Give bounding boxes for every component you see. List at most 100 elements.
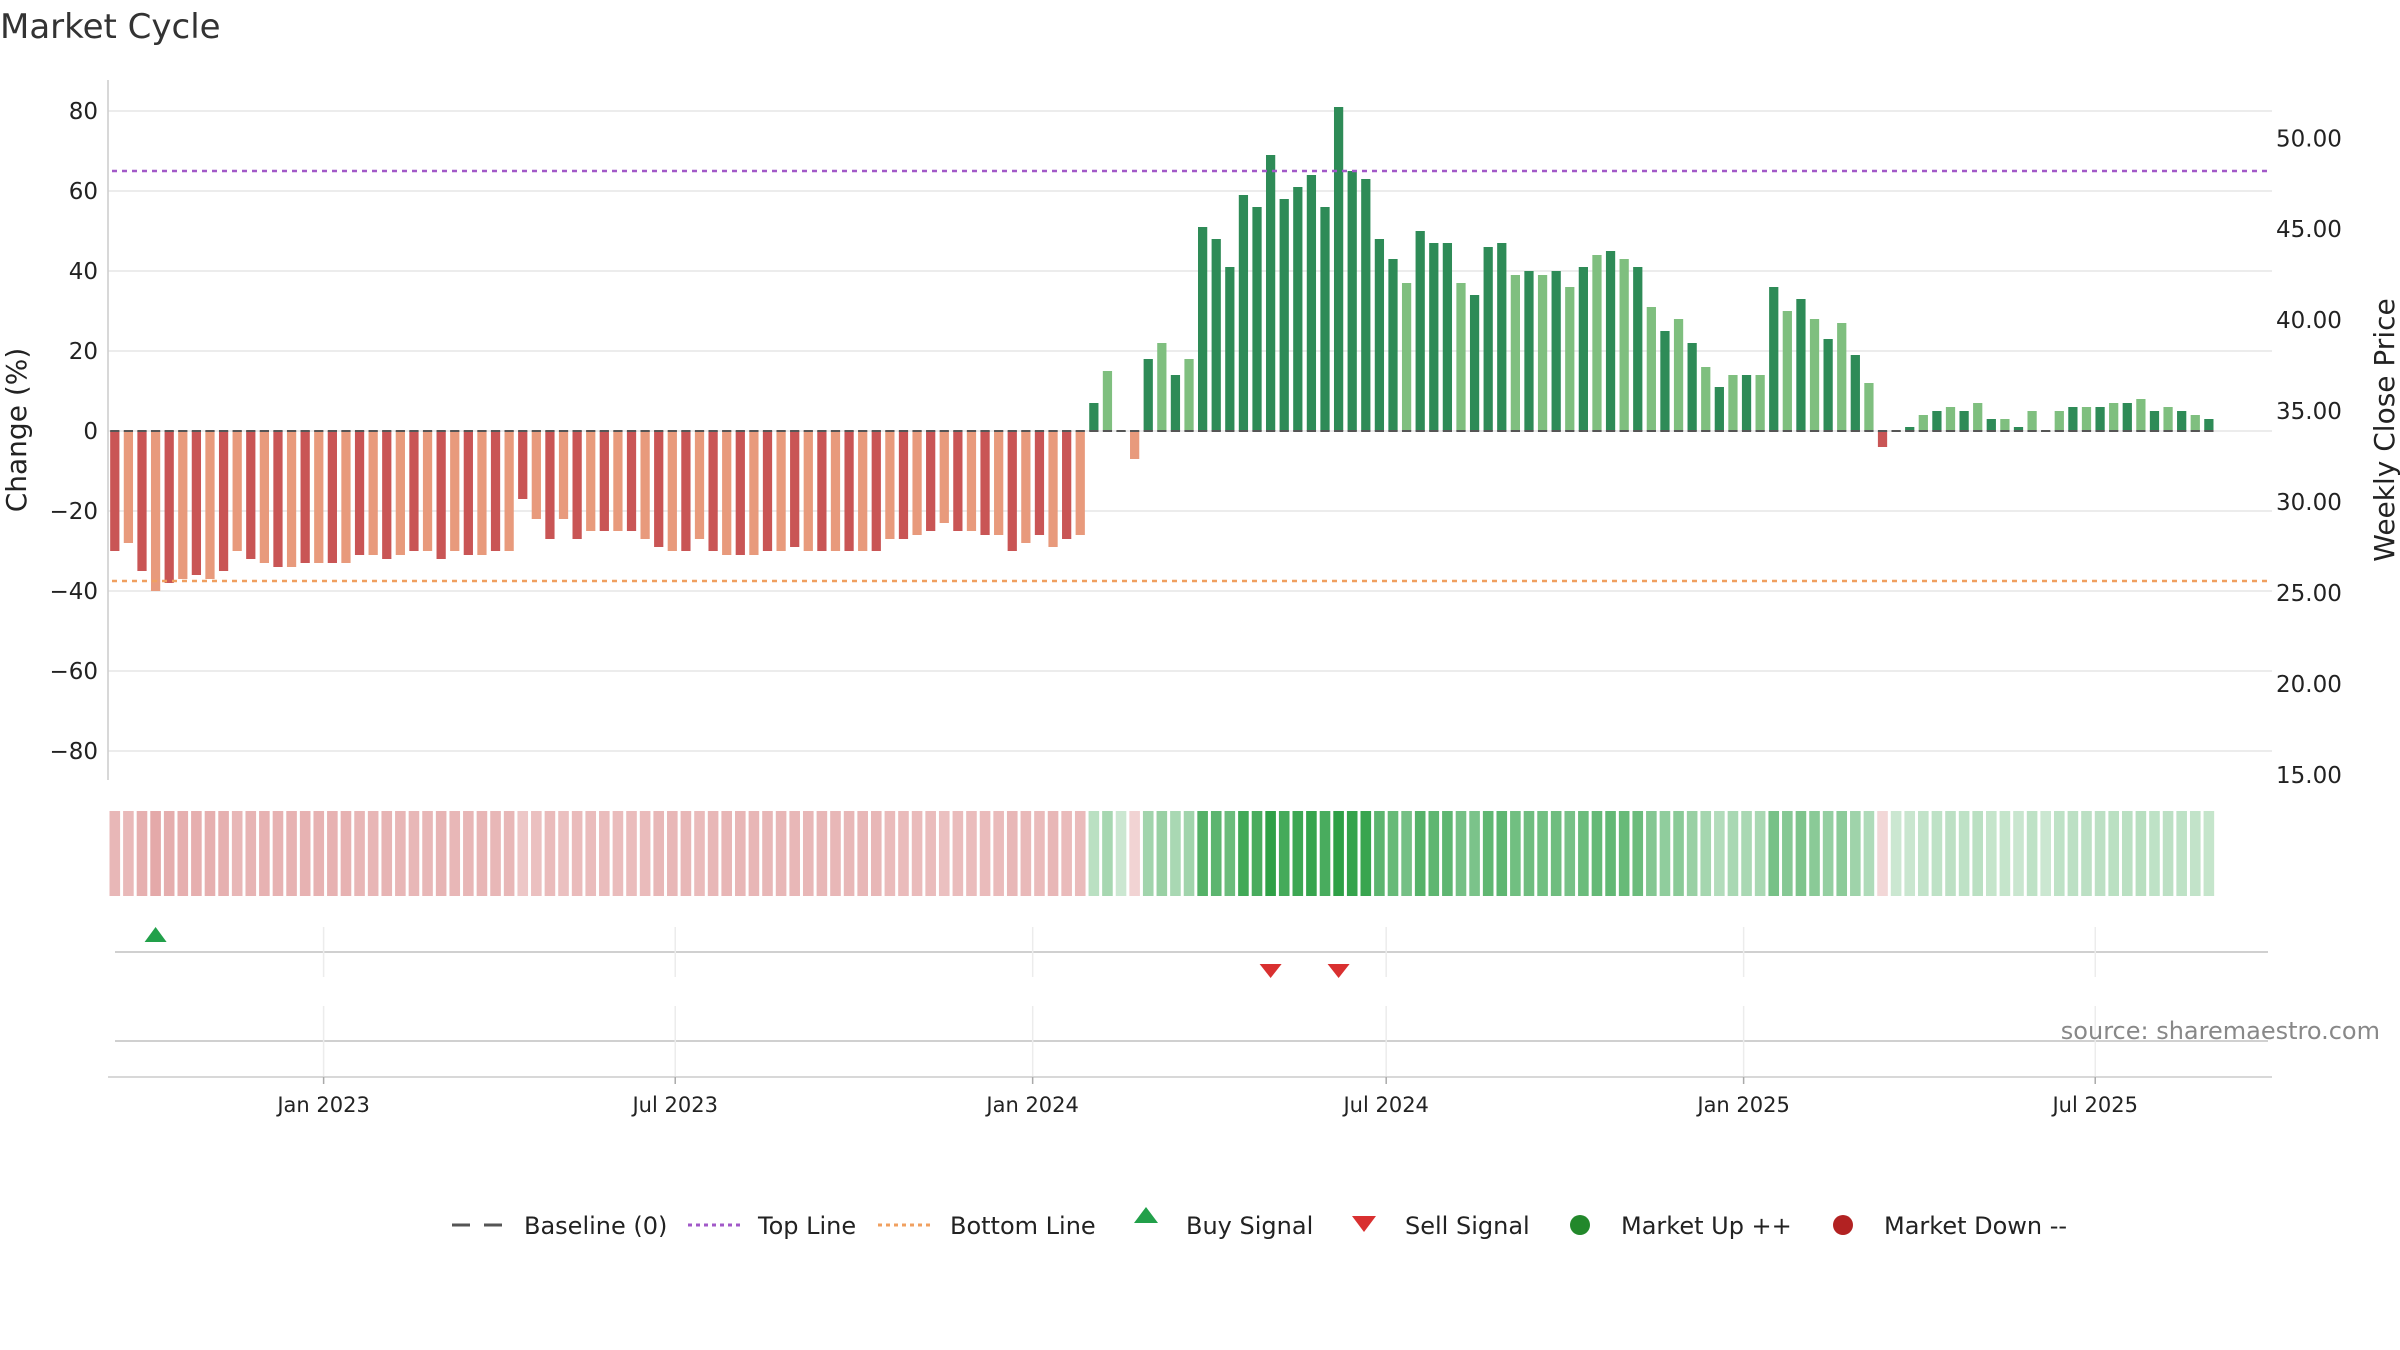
change-bar bbox=[980, 431, 990, 535]
change-bar bbox=[422, 431, 433, 551]
heat-cell bbox=[150, 811, 161, 896]
heat-strip bbox=[109, 811, 2215, 896]
heat-cell bbox=[354, 811, 365, 896]
heat-cell bbox=[463, 811, 474, 896]
heat-cell bbox=[1795, 811, 1807, 896]
heat-cell bbox=[367, 811, 379, 896]
heat-cell bbox=[1578, 811, 1589, 896]
heat-cell bbox=[449, 811, 461, 896]
right-tick-label: 20.00 bbox=[2276, 672, 2342, 698]
change-bar bbox=[817, 431, 827, 551]
heat-cell bbox=[1523, 811, 1535, 896]
change-bar bbox=[123, 431, 134, 543]
heat-cell bbox=[2108, 811, 2119, 896]
change-bar bbox=[1905, 427, 1915, 431]
heat-cell bbox=[626, 811, 637, 896]
date-tick-label: Jan 2025 bbox=[1695, 1093, 1790, 1117]
heat-cell bbox=[1047, 811, 1059, 896]
heat-cell bbox=[340, 811, 352, 896]
heat-cell bbox=[585, 811, 597, 896]
heat-cell bbox=[1782, 811, 1793, 896]
heat-cell bbox=[1727, 811, 1739, 896]
change-bar bbox=[218, 431, 229, 571]
heat-cell bbox=[571, 811, 583, 896]
change-bar bbox=[1755, 375, 1765, 431]
change-bar bbox=[1415, 231, 1425, 431]
sell-signal-marker bbox=[1259, 964, 1282, 978]
heat-cell bbox=[1714, 811, 1725, 896]
change-bar bbox=[1347, 171, 1357, 431]
change-bar bbox=[368, 431, 378, 555]
change-bar bbox=[1864, 383, 1874, 431]
change-bar bbox=[1510, 275, 1521, 431]
legend-market-up-icon bbox=[1570, 1215, 1590, 1235]
heat-cell bbox=[1754, 811, 1766, 896]
change-bar bbox=[953, 431, 963, 531]
change-bar bbox=[586, 431, 596, 531]
heat-cell bbox=[2053, 811, 2065, 896]
heat-cell bbox=[1074, 811, 1086, 896]
change-bar bbox=[790, 431, 800, 547]
heat-cell bbox=[517, 811, 529, 896]
heat-cell bbox=[1224, 811, 1236, 896]
heat-cell bbox=[1170, 811, 1181, 896]
change-bar bbox=[1456, 283, 1466, 431]
heat-cell bbox=[231, 811, 243, 896]
heat-cell bbox=[1510, 811, 1521, 896]
change-bar bbox=[640, 431, 650, 539]
change-bar bbox=[1401, 283, 1412, 431]
change-bar bbox=[1442, 243, 1453, 431]
buy-signal-marker bbox=[144, 927, 167, 942]
heat-cell bbox=[2013, 811, 2024, 896]
heat-cell bbox=[1061, 811, 1072, 896]
heat-cell bbox=[1292, 811, 1304, 896]
heat-cell bbox=[1238, 811, 1249, 896]
change-bar bbox=[1973, 403, 1983, 431]
heat-cell bbox=[1469, 811, 1480, 896]
change-bar bbox=[1021, 431, 1031, 543]
change-bar bbox=[1320, 207, 1330, 431]
change-bar bbox=[2204, 419, 2214, 431]
heat-cell bbox=[775, 811, 787, 896]
heat-cell bbox=[1931, 811, 1943, 896]
change-bar bbox=[1497, 243, 1507, 431]
change-bar bbox=[1551, 271, 1561, 431]
change-bar bbox=[2149, 411, 2160, 431]
right-tick-label: 25.00 bbox=[2276, 581, 2342, 607]
heat-cell bbox=[558, 811, 569, 896]
change-bar bbox=[1945, 407, 1956, 431]
change-bar bbox=[1714, 387, 1724, 431]
change-bar bbox=[722, 431, 732, 555]
change-bar bbox=[858, 431, 868, 551]
heat-cell bbox=[1156, 811, 1168, 896]
heat-cell bbox=[1020, 811, 1032, 896]
heat-cell bbox=[259, 811, 270, 896]
heat-cell bbox=[1958, 811, 1970, 896]
change-bar bbox=[1007, 431, 1017, 551]
change-bar bbox=[1687, 343, 1697, 431]
legend-label: Baseline (0) bbox=[524, 1212, 667, 1240]
change-bar bbox=[110, 431, 120, 551]
change-bar bbox=[830, 431, 841, 551]
change-bar bbox=[1429, 243, 1439, 431]
heat-cell bbox=[898, 811, 909, 896]
change-bar bbox=[1646, 307, 1656, 431]
change-bar bbox=[2109, 403, 2119, 431]
heat-cell bbox=[1863, 811, 1875, 896]
heat-cell bbox=[395, 811, 406, 896]
change-bar bbox=[735, 431, 745, 555]
change-bar bbox=[1619, 259, 1629, 431]
change-bar bbox=[1932, 411, 1942, 431]
change-bar bbox=[150, 431, 161, 591]
change-bar bbox=[626, 431, 637, 531]
heat-cell bbox=[1319, 811, 1331, 896]
left-axis-ticks: 80 60 40 20 0 −20 −40 −60 −80 bbox=[49, 99, 98, 765]
heat-cell bbox=[1306, 811, 1317, 896]
change-bar bbox=[395, 431, 405, 555]
heat-cell bbox=[2135, 811, 2147, 896]
heat-cell bbox=[218, 811, 229, 896]
right-tick-label: 40.00 bbox=[2276, 308, 2342, 334]
heat-cell bbox=[1877, 811, 1888, 896]
change-bar bbox=[1483, 247, 1493, 431]
heat-cell bbox=[843, 811, 855, 896]
